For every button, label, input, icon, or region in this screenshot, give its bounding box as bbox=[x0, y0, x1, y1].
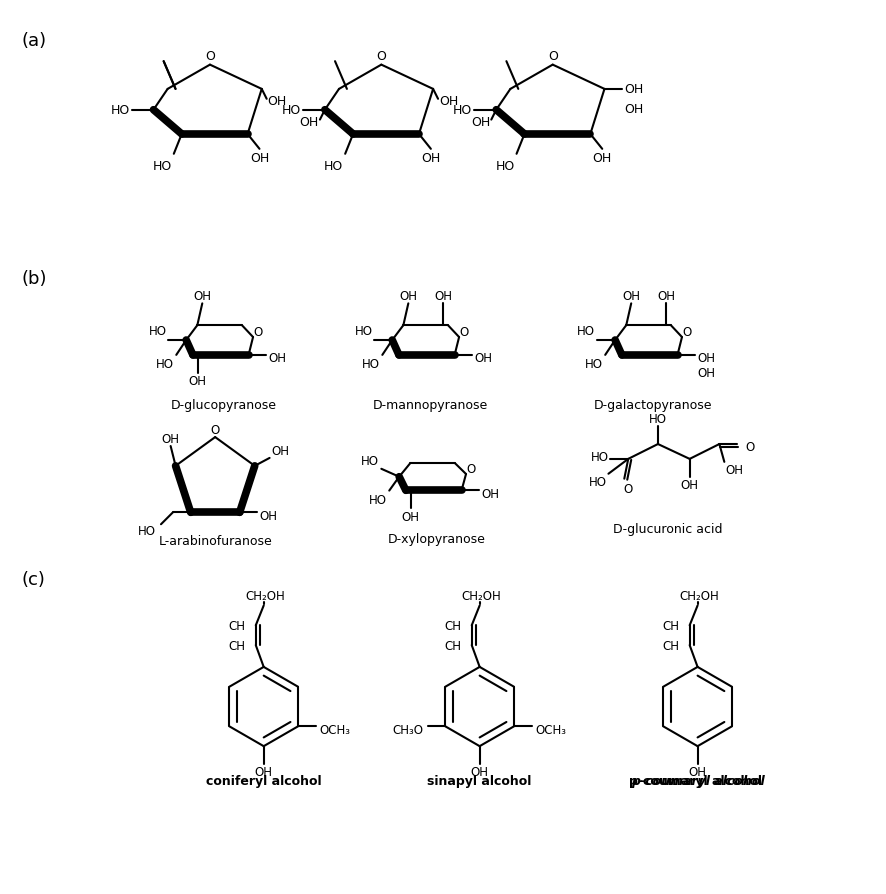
Text: OH: OH bbox=[680, 478, 699, 492]
Text: HO: HO bbox=[361, 455, 379, 468]
Text: OH: OH bbox=[299, 116, 319, 129]
Text: OH: OH bbox=[471, 116, 490, 129]
Text: CH: CH bbox=[663, 620, 680, 632]
Text: OH: OH bbox=[481, 487, 500, 501]
Text: HO: HO bbox=[111, 104, 129, 117]
Text: O: O bbox=[682, 325, 692, 338]
Text: O: O bbox=[211, 423, 220, 436]
Text: (c): (c) bbox=[22, 570, 46, 588]
Text: HO: HO bbox=[578, 325, 595, 337]
Text: OCH₃: OCH₃ bbox=[320, 723, 351, 736]
Text: O: O bbox=[466, 462, 476, 475]
Text: D-galactopyranose: D-galactopyranose bbox=[594, 399, 712, 411]
Text: O: O bbox=[205, 50, 215, 63]
Text: O: O bbox=[377, 50, 386, 63]
Text: OH: OH bbox=[622, 290, 641, 302]
Text: CH₂OH: CH₂OH bbox=[462, 589, 501, 603]
Text: OH: OH bbox=[474, 352, 493, 365]
Text: HO: HO bbox=[586, 358, 603, 371]
Text: (b): (b) bbox=[22, 269, 48, 287]
Text: OH: OH bbox=[272, 445, 290, 458]
Text: CH: CH bbox=[229, 620, 246, 632]
Text: HO: HO bbox=[324, 160, 343, 173]
Text: OH: OH bbox=[625, 83, 643, 97]
Text: HO: HO bbox=[156, 358, 175, 371]
Text: OH: OH bbox=[260, 510, 277, 522]
Text: OH: OH bbox=[268, 95, 287, 108]
Text: HO: HO bbox=[495, 160, 515, 173]
Text: OH: OH bbox=[421, 152, 440, 165]
Text: CH₂OH: CH₂OH bbox=[680, 589, 719, 603]
Text: OH: OH bbox=[697, 367, 715, 380]
Text: O: O bbox=[460, 325, 469, 338]
Text: OH: OH bbox=[688, 765, 706, 779]
Text: D-glucopyranose: D-glucopyranose bbox=[171, 399, 277, 411]
Text: OH: OH bbox=[625, 103, 643, 116]
Text: CH₂OH: CH₂OH bbox=[245, 589, 285, 603]
Text: O: O bbox=[253, 325, 262, 338]
Text: HO: HO bbox=[649, 412, 667, 426]
Text: coniferyl alcohol: coniferyl alcohol bbox=[206, 774, 322, 788]
Text: HO: HO bbox=[138, 524, 156, 537]
Text: OH: OH bbox=[400, 290, 417, 302]
Text: OH: OH bbox=[189, 375, 206, 388]
Text: CH: CH bbox=[445, 620, 462, 632]
Text: OH: OH bbox=[434, 290, 452, 302]
Text: p-coumaryl alcohol: p-coumaryl alcohol bbox=[629, 774, 762, 788]
Text: HO: HO bbox=[362, 358, 380, 371]
Text: HO: HO bbox=[590, 451, 609, 464]
Text: OH: OH bbox=[726, 464, 743, 477]
Text: OH: OH bbox=[250, 152, 269, 165]
Text: O: O bbox=[745, 440, 754, 453]
Text: HO: HO bbox=[454, 104, 472, 117]
Text: OH: OH bbox=[254, 765, 273, 779]
Text: HO: HO bbox=[588, 476, 606, 489]
Text: OH: OH bbox=[439, 95, 458, 108]
Text: OH: OH bbox=[161, 432, 180, 445]
Text: HO: HO bbox=[282, 104, 301, 117]
Text: D-glucuronic acid: D-glucuronic acid bbox=[613, 522, 723, 536]
Text: L-arabinofuranose: L-arabinofuranose bbox=[159, 534, 272, 547]
Text: OH: OH bbox=[470, 765, 489, 779]
Text: (a): (a) bbox=[22, 32, 47, 50]
Text: OH: OH bbox=[193, 290, 211, 302]
Text: HO: HO bbox=[148, 325, 167, 337]
Text: OH: OH bbox=[697, 352, 715, 365]
Text: OH: OH bbox=[657, 290, 675, 302]
Text: sinapyl alcohol: sinapyl alcohol bbox=[427, 774, 532, 788]
Text: HO: HO bbox=[369, 493, 387, 506]
Text: OH: OH bbox=[268, 352, 286, 365]
Text: p-coumaryl alcohol: p-coumaryl alcohol bbox=[631, 774, 765, 788]
Text: CH: CH bbox=[229, 639, 246, 652]
Text: D-mannopyranose: D-mannopyranose bbox=[372, 399, 488, 411]
Text: HO: HO bbox=[354, 325, 372, 337]
Text: CH: CH bbox=[445, 639, 462, 652]
Text: OH: OH bbox=[593, 152, 612, 165]
Text: CH₃O: CH₃O bbox=[392, 723, 424, 736]
Text: D-xylopyranose: D-xylopyranose bbox=[388, 532, 486, 545]
Text: O: O bbox=[548, 50, 557, 63]
Text: OCH₃: OCH₃ bbox=[536, 723, 567, 736]
Text: O: O bbox=[624, 483, 633, 495]
Text: CH: CH bbox=[663, 639, 680, 652]
Text: HO: HO bbox=[152, 160, 172, 173]
Text: OH: OH bbox=[402, 510, 420, 523]
